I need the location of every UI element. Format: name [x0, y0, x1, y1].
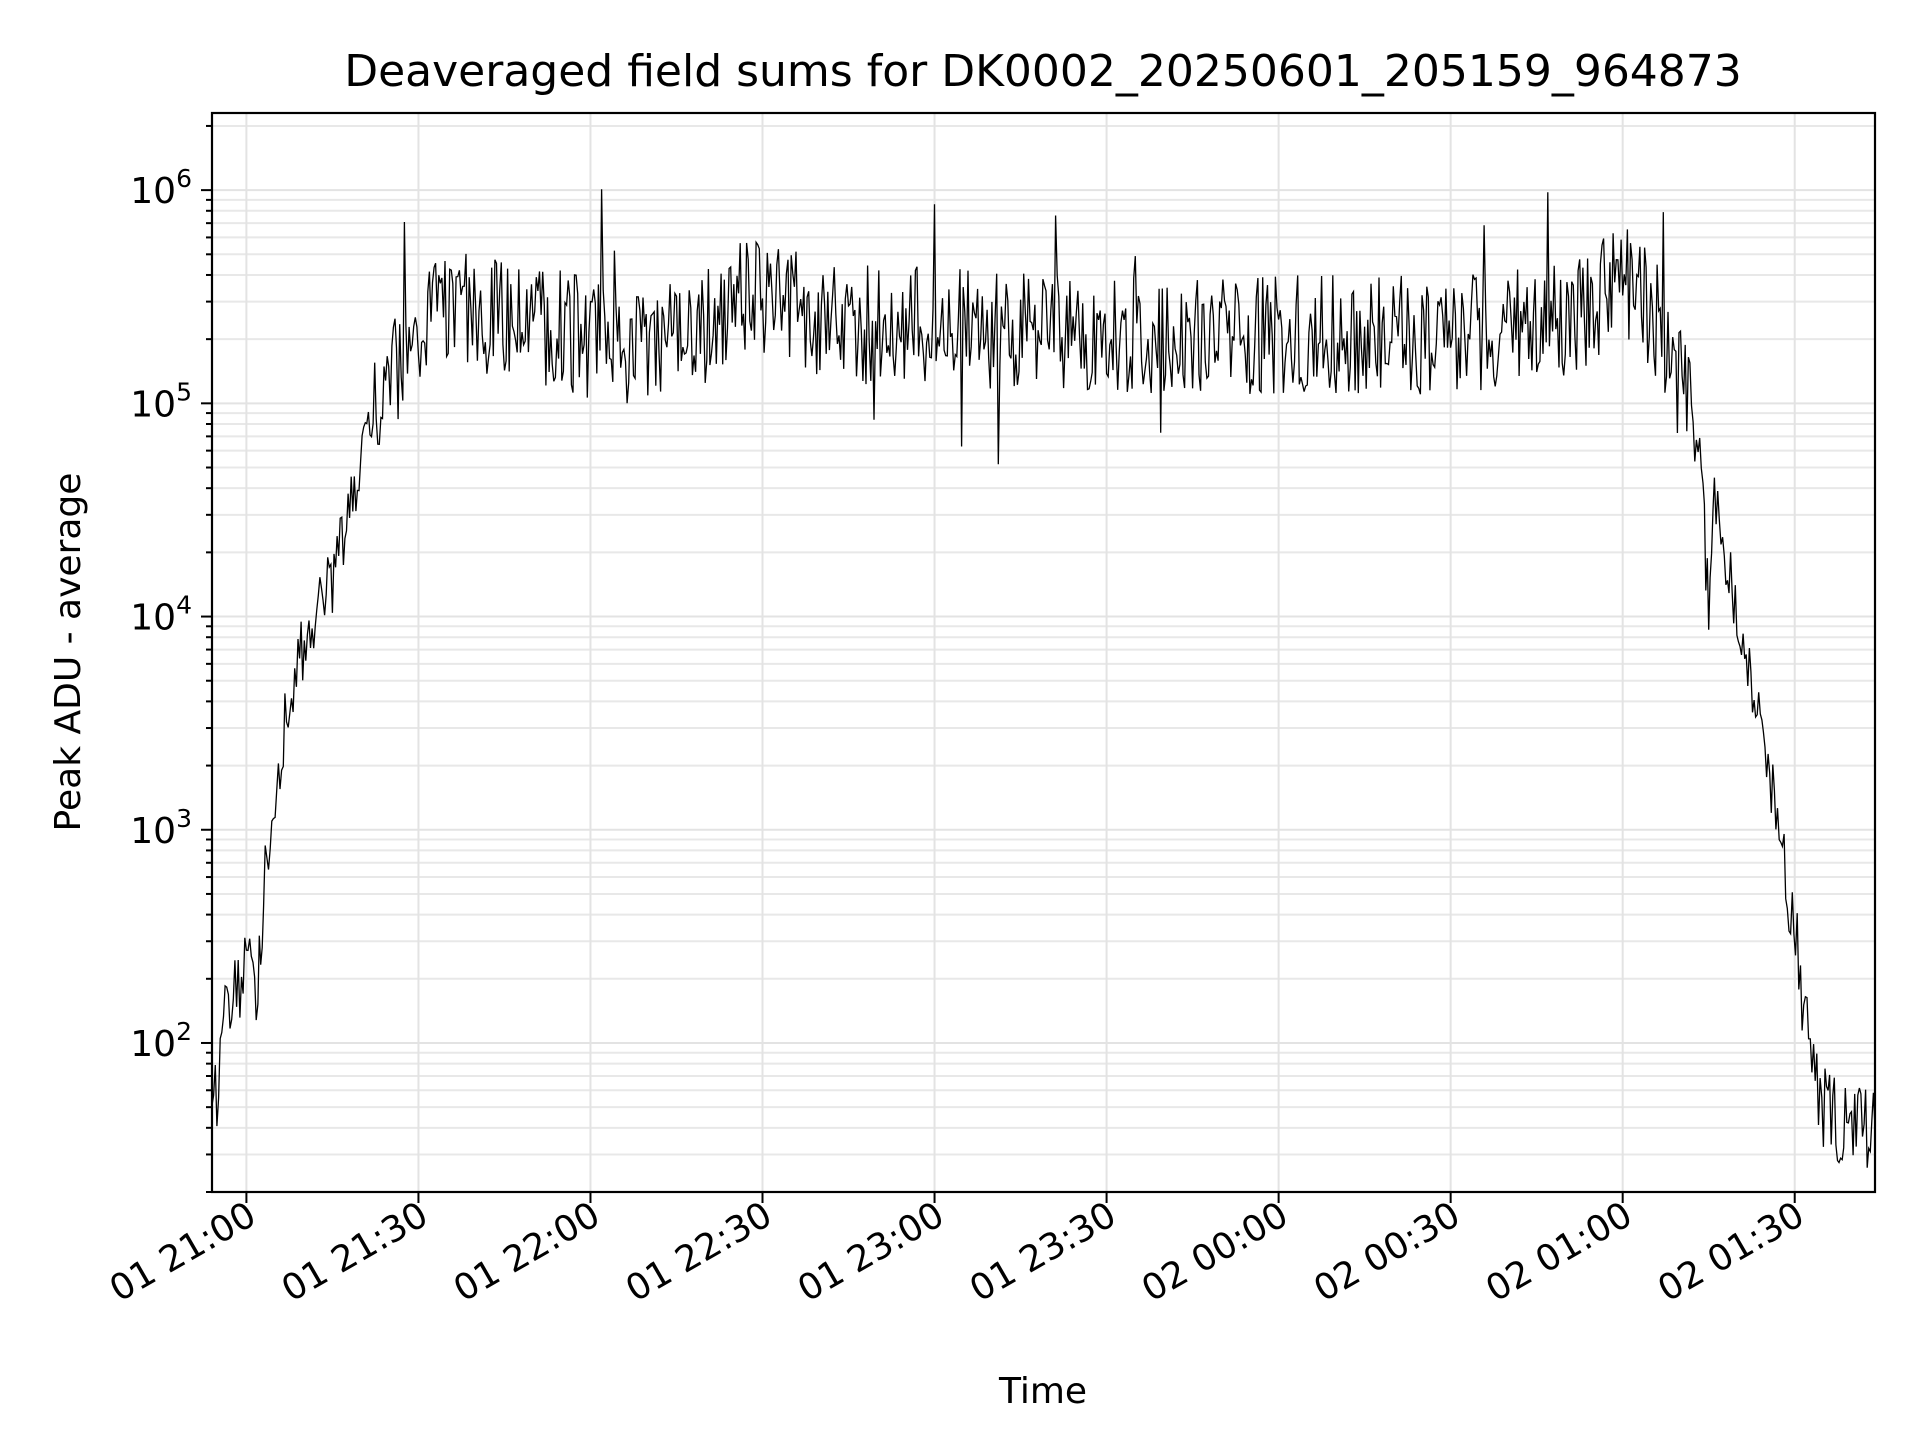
x-tick-label: 02 01:00 — [1479, 1194, 1639, 1310]
series-line — [211, 189, 1876, 1168]
y-tick-label: 106 — [130, 164, 192, 212]
y-tick-base: 10 — [130, 811, 176, 852]
y-tick-exponent: 3 — [176, 804, 192, 833]
y-tick-exponent: 2 — [176, 1017, 192, 1046]
y-tick-exponent: 6 — [176, 164, 192, 193]
x-tick-label: 01 23:00 — [791, 1194, 951, 1310]
x-tick-label: 01 21:00 — [103, 1194, 263, 1310]
x-tick-label: 01 23:30 — [963, 1194, 1123, 1310]
y-tick-base: 10 — [130, 171, 176, 212]
y-tick-label: 103 — [130, 804, 192, 852]
axes-frame — [210, 111, 1877, 1194]
y-tick-label: 102 — [130, 1017, 192, 1065]
x-tick-label: 01 22:30 — [619, 1194, 779, 1310]
y-axis-label: Peak ADU - average — [48, 473, 89, 832]
x-tick-label: 02 01:30 — [1651, 1194, 1811, 1310]
y-tick-exponent: 4 — [176, 591, 192, 620]
x-tick-label: 02 00:00 — [1135, 1194, 1295, 1310]
y-tick-label: 105 — [130, 377, 192, 425]
y-tick-label: 104 — [130, 591, 192, 639]
chart-title: Deaveraged field sums for DK0002_2025060… — [344, 46, 1742, 97]
x-axis-label: Time — [998, 1371, 1087, 1412]
x-tick-label: 01 22:00 — [447, 1194, 607, 1310]
grid — [212, 113, 1875, 1193]
x-tick-label: 02 00:30 — [1307, 1194, 1467, 1310]
x-tick-label: 01 21:30 — [275, 1194, 435, 1310]
y-tick-exponent: 5 — [176, 377, 192, 406]
y-tick-base: 10 — [130, 1024, 176, 1065]
y-tick-base: 10 — [130, 598, 176, 639]
y-tick-base: 10 — [130, 384, 176, 425]
